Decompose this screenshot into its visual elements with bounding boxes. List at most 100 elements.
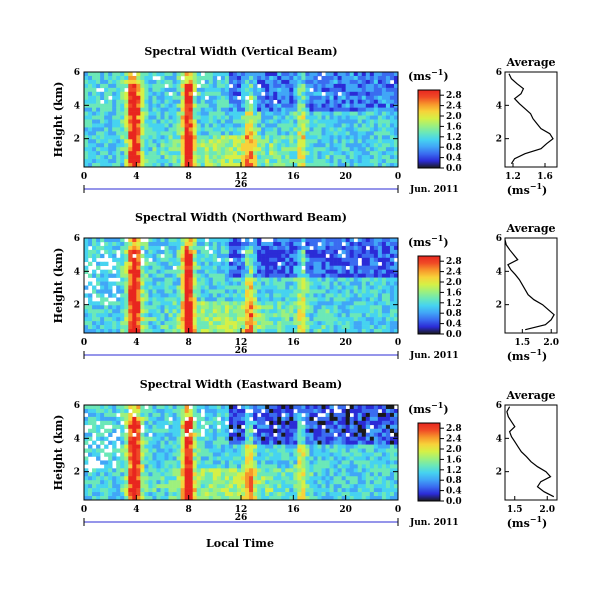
heatmap-cell: [297, 91, 302, 97]
heatmap-cell: [192, 281, 198, 286]
heatmap-cell: [341, 83, 346, 89]
heatmap-cell: [361, 269, 367, 274]
heatmap-cell: [208, 405, 214, 410]
heatmap-cell: [281, 488, 286, 493]
heatmap-cell: [148, 143, 153, 148]
heatmap-cell: [273, 496, 278, 501]
heatmap-cell: [84, 245, 89, 251]
heatmap-cell: [208, 484, 214, 489]
heatmap-cell: [112, 452, 117, 457]
heatmap-cell: [313, 329, 318, 334]
heatmap-cell: [116, 87, 121, 93]
heatmap-cell: [277, 277, 282, 282]
heatmap-cell: [293, 305, 298, 310]
heatmap-cell: [164, 249, 169, 255]
heatmap-cell: [176, 269, 181, 274]
heatmap-cell: [200, 249, 206, 255]
heatmap-cell: [381, 115, 387, 120]
heatmap-cell: [381, 289, 387, 294]
heatmap-cell: [285, 241, 290, 247]
heatmap-cell: [168, 99, 173, 104]
heatmap-cell: [220, 269, 226, 274]
heatmap-cell: [136, 119, 141, 124]
heatmap-cell: [128, 139, 133, 144]
heatmap-cell: [96, 249, 101, 255]
heatmap-cell: [136, 159, 141, 164]
heatmap-cell: [381, 123, 387, 128]
heatmap-cell: [273, 448, 278, 453]
heatmap-cell: [261, 75, 266, 81]
heatmap-cell: [345, 273, 350, 278]
heatmap-cell: [220, 416, 226, 422]
heatmap-cell: [92, 440, 97, 445]
heatmap-cell: [92, 472, 97, 477]
heatmap-cell: [204, 420, 210, 426]
heatmap-cell: [204, 289, 210, 294]
heatmap-cell: [236, 309, 242, 314]
heatmap-cell: [144, 424, 149, 430]
heatmap-cell: [216, 468, 222, 473]
heatmap-cell: [236, 297, 242, 302]
heatmap-cell: [120, 301, 125, 306]
heatmap-cell: [337, 163, 342, 168]
heatmap-cell: [293, 416, 298, 422]
heatmap-cell: [345, 257, 350, 263]
heatmap-cell: [232, 103, 238, 108]
heatmap-cell: [204, 317, 210, 322]
heatmap-cell: [112, 87, 117, 93]
heatmap-cell: [152, 416, 157, 422]
heatmap-cell: [180, 107, 185, 112]
heatmap-cell: [313, 289, 318, 294]
heatmap-cell: [265, 91, 270, 97]
heatmap-cell: [224, 87, 230, 93]
heatmap-cell: [365, 107, 371, 112]
heatmap-cell: [180, 412, 185, 418]
heatmap-cell: [140, 111, 145, 116]
heatmap-cell: [192, 289, 198, 294]
heatmap-cell: [128, 107, 133, 112]
heatmap-cell: [369, 297, 375, 302]
heatmap-cell: [285, 87, 290, 93]
heatmap-cell: [84, 91, 89, 97]
heatmap-cell: [120, 107, 125, 112]
heatmap-cell: [321, 107, 326, 112]
heatmap-cell: [96, 468, 101, 473]
heatmap-cell: [236, 496, 242, 501]
heatmap-cell: [84, 468, 89, 473]
heatmap-cell: [261, 313, 266, 318]
heatmap-cell: [180, 309, 185, 314]
heatmap-cell: [373, 281, 379, 286]
heatmap-cell: [317, 147, 322, 152]
heatmap-cell: [128, 119, 133, 124]
heatmap-cell: [317, 91, 322, 97]
heatmap-cell: [120, 329, 125, 334]
heatmap-cell: [325, 147, 330, 152]
colorbar-tick-label: 1.6: [446, 122, 462, 132]
heatmap-cell: [116, 492, 121, 497]
heatmap-cell: [261, 301, 266, 306]
heatmap-cell: [84, 329, 89, 334]
heatmap-cell: [253, 111, 258, 116]
heatmap-cell: [104, 488, 109, 493]
heatmap-cell: [281, 313, 286, 318]
heatmap-cell: [345, 293, 350, 298]
heatmap-cell: [301, 91, 306, 97]
heatmap-cell: [176, 119, 181, 124]
heatmap-cell: [297, 257, 302, 263]
heatmap-cell: [236, 261, 242, 267]
heatmap-cell: [140, 87, 145, 93]
heatmap-cell: [164, 277, 169, 282]
heatmap-cell: [257, 408, 262, 414]
heatmap-cell: [204, 87, 210, 93]
heatmap-cell: [92, 325, 97, 330]
heatmap-cell: [389, 329, 395, 334]
heatmap-cell: [192, 325, 198, 330]
heatmap-cell: [112, 241, 117, 247]
heatmap-cell: [184, 460, 189, 465]
heatmap-cell: [236, 464, 242, 469]
heatmap-cell: [132, 261, 137, 267]
heatmap-cell: [265, 444, 270, 449]
heatmap-cell: [273, 285, 278, 290]
heatmap-cell: [333, 277, 338, 282]
heatmap-cell: [257, 432, 262, 437]
